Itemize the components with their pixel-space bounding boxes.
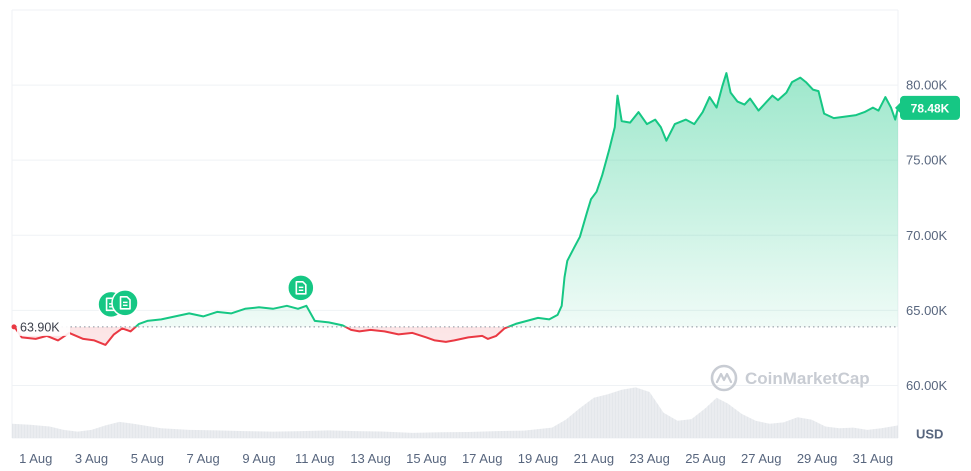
x-tick-label: 3 Aug <box>75 451 108 466</box>
watermark-text: CoinMarketCap <box>745 369 870 388</box>
x-tick-label: 29 Aug <box>797 451 838 466</box>
y-tick-label: 70.00K <box>906 228 948 243</box>
x-tick-label: 19 Aug <box>518 451 559 466</box>
x-tick-label: 21 Aug <box>574 451 615 466</box>
baseline-dot <box>11 324 17 330</box>
y-unit-label: USD <box>916 427 943 442</box>
current-value-badge <box>900 95 960 120</box>
x-tick-label: 17 Aug <box>462 451 503 466</box>
price-line[interactable] <box>12 72 899 346</box>
y-axis: 60.00K 65.00K 70.00K 75.00K 80.00K USD 78.48K <box>895 78 960 442</box>
document-icon <box>119 296 131 310</box>
price-area <box>13 73 898 345</box>
y-tick-label: 65.00K <box>906 303 948 318</box>
volume-shape <box>12 387 898 438</box>
current-value-pointer <box>895 101 901 114</box>
document-icon <box>295 281 307 295</box>
x-tick-label: 15 Aug <box>406 451 447 466</box>
x-axis: 1 Aug 3 Aug 5 Aug 7 Aug 9 Aug 11 Aug 13 Aug 15 … <box>19 451 893 466</box>
news-markers[interactable] <box>97 274 315 319</box>
y-tick-label: 80.00K <box>906 78 948 93</box>
news-marker[interactable] <box>111 289 139 317</box>
price-line-up <box>12 72 899 327</box>
news-marker[interactable] <box>287 274 315 302</box>
current-value-label: 78.48K <box>911 101 950 115</box>
x-tick-label: 9 Aug <box>242 451 275 466</box>
y-tick-label: 60.00K <box>906 378 948 393</box>
watermark-wave-icon <box>715 372 733 384</box>
y-tick-label: 75.00K <box>906 153 948 168</box>
volume-area <box>12 386 898 438</box>
baseline-label: 63.90K <box>20 320 60 334</box>
x-tick-label: 7 Aug <box>187 451 220 466</box>
baseline-label-bg <box>17 317 70 336</box>
x-tick-label: 13 Aug <box>350 451 391 466</box>
x-tick-label: 11 Aug <box>295 451 335 466</box>
baseline: 63.90K <box>11 317 898 336</box>
watermark: CoinMarketCap <box>710 364 870 392</box>
price-area-up <box>13 73 898 327</box>
watermark-logo-icon <box>710 364 738 392</box>
x-tick-label: 27 Aug <box>741 451 782 466</box>
x-tick-label: 25 Aug <box>685 451 726 466</box>
x-tick-label: 1 Aug <box>19 451 52 466</box>
x-tick-label: 5 Aug <box>131 451 164 466</box>
x-tick-label: 23 Aug <box>629 451 670 466</box>
price-area-down <box>13 326 898 345</box>
x-tick-label: 31 Aug <box>853 451 894 466</box>
